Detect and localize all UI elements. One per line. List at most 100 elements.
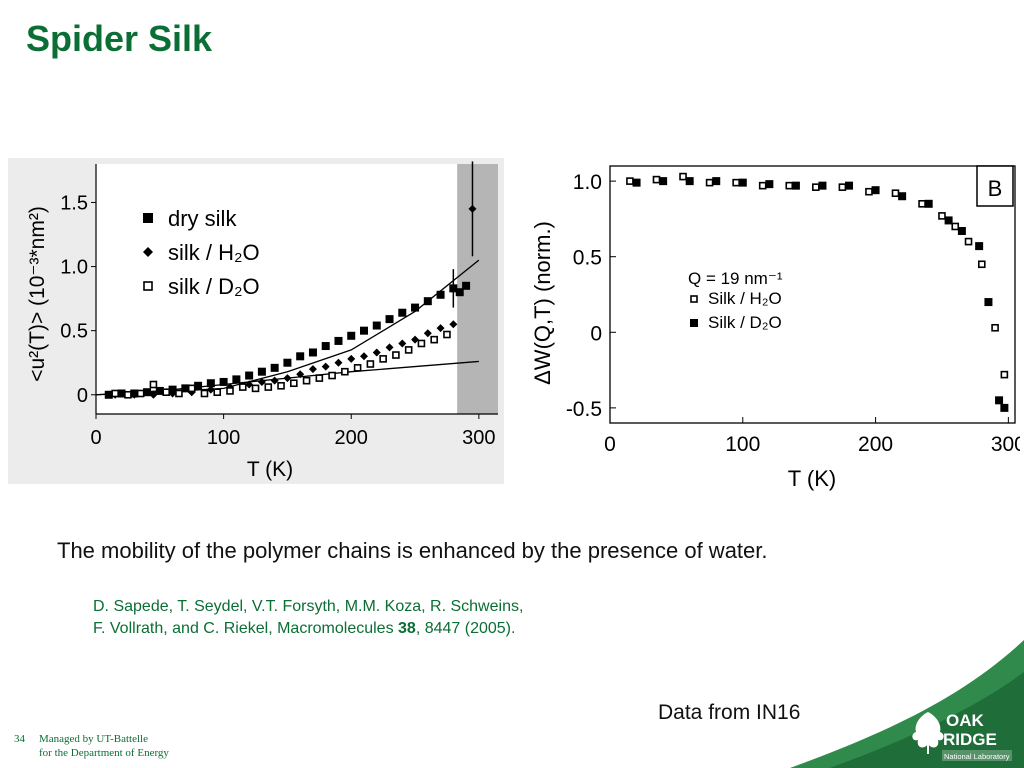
data-point	[149, 380, 158, 389]
x-tick-label: 100	[725, 433, 760, 456]
y-axis-label: <u²(T)> (10⁻³*nm²)	[26, 206, 49, 382]
data-point	[334, 336, 343, 345]
legend-title: Q = 19 nm⁻¹	[688, 269, 783, 288]
data-point	[264, 383, 273, 391]
data-point	[347, 331, 356, 340]
data-point	[232, 375, 241, 384]
data-point	[341, 367, 349, 376]
x-tick-label: 0	[604, 433, 616, 456]
data-point	[679, 172, 687, 181]
x-axis-label: T (K)	[788, 466, 836, 491]
data-point	[898, 192, 907, 201]
data-point	[924, 199, 933, 208]
data-point	[200, 389, 209, 398]
x-tick-label: 200	[858, 433, 893, 456]
data-point	[455, 288, 464, 297]
citation-authors: F. Vollrath, and C. Riekel, Macromolecul…	[93, 620, 399, 637]
data-point	[290, 379, 298, 388]
data-point	[765, 180, 774, 189]
logo-text-ridge: RIDGE	[943, 730, 997, 749]
data-point	[385, 315, 394, 324]
data-point	[283, 374, 292, 383]
data-point	[321, 342, 330, 351]
x-axis-label: T (K)	[247, 458, 293, 481]
data-point	[423, 329, 432, 338]
citation-volume: 38	[398, 620, 416, 637]
data-point	[468, 204, 477, 213]
data-point	[732, 178, 740, 187]
legend-label: silk / H₂O	[168, 240, 260, 265]
data-point	[372, 348, 381, 357]
data-point	[978, 260, 986, 269]
legend: dry silk silk / H₂O silk / D₂O	[143, 206, 260, 299]
y-tick-label: 0	[77, 385, 88, 407]
data-point	[865, 187, 873, 196]
y-tick-label: 1.5	[60, 192, 88, 214]
data-point	[130, 390, 139, 399]
data-point	[411, 303, 420, 312]
data-point	[213, 388, 222, 397]
data-point	[449, 320, 458, 329]
data-point	[430, 335, 438, 344]
data-point	[398, 339, 407, 348]
data-point	[758, 181, 767, 190]
data-point	[347, 354, 356, 363]
data-point	[392, 351, 400, 359]
data-point	[632, 178, 641, 187]
data-point	[136, 389, 145, 398]
plot-frame	[609, 165, 1016, 424]
legend-label: silk / D₂O	[168, 274, 260, 299]
data-point	[302, 376, 311, 385]
data-point	[871, 186, 880, 195]
data-point	[404, 346, 413, 354]
data-point	[918, 199, 926, 208]
data-point	[705, 178, 714, 187]
data-point	[462, 281, 471, 290]
data-point	[652, 175, 661, 184]
data-points	[626, 172, 1009, 412]
data-point	[791, 181, 800, 190]
data-point	[379, 355, 387, 363]
y-tick-label: 0	[590, 322, 602, 345]
data-point	[111, 389, 119, 398]
data-point	[938, 212, 946, 220]
legend-marker	[690, 319, 698, 327]
data-point	[838, 183, 847, 191]
y-tick-label: 0.5	[573, 247, 602, 270]
data-point	[712, 177, 721, 186]
legend-label: Silk / H₂O	[708, 289, 782, 308]
legend-marker	[143, 247, 153, 257]
data-point	[360, 352, 368, 361]
data-point	[964, 237, 973, 246]
slide-title: Spider Silk	[26, 18, 213, 59]
data-point	[149, 390, 158, 399]
x-tick-label: 200	[335, 427, 368, 449]
data-point	[308, 348, 317, 357]
footer: 34 Managed by UT-Battelle for the Departm…	[14, 732, 169, 760]
data-point	[951, 222, 960, 231]
oak-leaf-icon	[912, 712, 944, 754]
tick-labels: 0 100 200 300 0 0.5 1.0 1.5	[60, 192, 495, 449]
data-point	[995, 396, 1004, 405]
x-tick-label: 100	[207, 427, 240, 449]
data-point	[423, 297, 432, 306]
data-point	[659, 177, 668, 186]
panel-label: B	[988, 176, 1003, 201]
tick-labels: 01002003001.00.50-0.5	[566, 171, 1020, 456]
mobility-chart: 0 100 200 300 0 0.5 1.0 1.5 dry silk silk / H₂O s…	[8, 158, 504, 484]
data-point	[245, 380, 254, 389]
data-point	[411, 335, 420, 344]
plot-area	[96, 164, 498, 414]
data-point	[328, 371, 336, 380]
data-point	[245, 371, 254, 380]
data-point	[124, 390, 132, 399]
legend-label: dry silk	[168, 206, 237, 231]
data-point	[845, 181, 854, 190]
data-point	[812, 183, 820, 191]
data-point	[984, 298, 993, 307]
data-point	[975, 242, 984, 251]
data-point	[155, 386, 164, 395]
data-point	[436, 290, 445, 299]
data-point	[398, 308, 407, 317]
data-point	[360, 326, 368, 335]
